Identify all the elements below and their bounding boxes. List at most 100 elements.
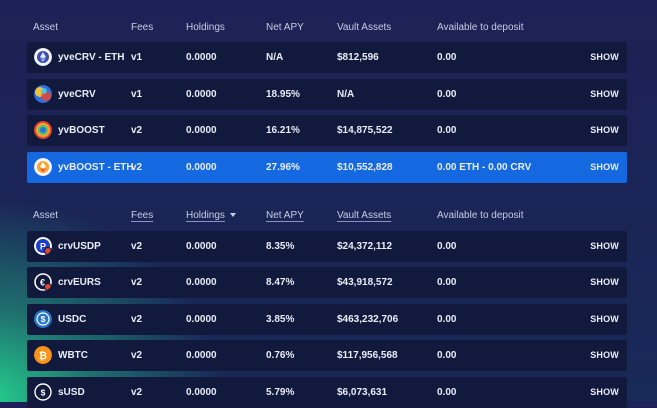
vault-row[interactable]: yveCRV v1 0.0000 18.95% N/A 0.00 SHOW <box>27 79 627 110</box>
svg-text:€: € <box>40 277 45 287</box>
vault-row[interactable]: ₿ WBTC v2 0.0000 0.76% $117,956,568 0.00… <box>27 340 627 371</box>
net-apy-value: 18.95% <box>266 89 300 100</box>
susd-icon: $ <box>34 383 52 401</box>
holdings-value: 0.0000 <box>186 314 217 325</box>
crvusdp-icon: P <box>34 237 52 255</box>
holdings-value: 0.0000 <box>186 125 217 136</box>
available-value: 0.00 <box>437 125 457 136</box>
asset-name: WBTC <box>58 350 88 361</box>
yvecrv-icon <box>34 85 52 103</box>
eth-crv-lp-icon <box>34 48 52 66</box>
yvboost-eth-lp-icon <box>34 158 52 176</box>
show-button[interactable]: SHOW <box>590 52 619 62</box>
header-asset: Asset <box>33 22 59 33</box>
header-vault-assets: Vault Assets <box>337 22 392 33</box>
asset-name: yveCRV <box>58 89 96 100</box>
vault-row[interactable]: $ sUSD v2 0.0000 5.79% $6,073,631 0.00 S… <box>27 377 627 408</box>
available-value: 0.00 <box>437 241 457 252</box>
vault-assets-value: $812,596 <box>337 52 379 63</box>
holdings-value: 0.0000 <box>186 387 217 398</box>
table-header-2: Asset Fees Holdings Net APY Vault Assets… <box>0 206 657 226</box>
holdings-value: 0.0000 <box>186 162 217 173</box>
fees-value: v1 <box>131 52 143 63</box>
asset-name: sUSD <box>58 387 85 398</box>
fees-value: v2 <box>131 162 143 173</box>
available-value: 0.00 <box>437 52 457 63</box>
available-value: 0.00 <box>437 350 457 361</box>
fees-value: v2 <box>131 125 143 136</box>
fees-value: v2 <box>131 314 143 325</box>
available-value: 0.00 <box>437 89 457 100</box>
holdings-value: 0.0000 <box>186 89 217 100</box>
holdings-value: 0.0000 <box>186 350 217 361</box>
show-button[interactable]: SHOW <box>590 277 619 287</box>
usdc-icon: $ <box>34 310 52 328</box>
show-button[interactable]: SHOW <box>590 89 619 99</box>
vault-assets-value: $14,875,522 <box>337 125 393 136</box>
show-button[interactable]: SHOW <box>590 162 619 172</box>
header-net-apy-sort[interactable]: Net APY <box>266 210 304 221</box>
yvboost-icon <box>34 121 52 139</box>
vault-assets-value: $43,918,572 <box>337 277 393 288</box>
net-apy-value: N/A <box>266 52 284 63</box>
holdings-value: 0.0000 <box>186 241 217 252</box>
fees-value: v2 <box>131 241 143 252</box>
vault-assets-value: $463,232,706 <box>337 314 399 325</box>
available-value: 0.00 <box>437 314 457 325</box>
show-button[interactable]: SHOW <box>590 125 619 135</box>
svg-text:$: $ <box>41 387 46 397</box>
header-available: Available to deposit <box>437 22 524 33</box>
vault-row[interactable]: P crvUSDP v2 0.0000 8.35% $24,372,112 0.… <box>27 231 627 262</box>
crveurs-icon: € <box>34 273 52 291</box>
svg-text:P: P <box>40 242 46 252</box>
vault-assets-value: $10,552,828 <box>337 162 393 173</box>
wbtc-icon: ₿ <box>34 346 52 364</box>
fees-value: v2 <box>131 387 143 398</box>
net-apy-value: 8.35% <box>266 241 295 252</box>
net-apy-value: 16.21% <box>266 125 300 136</box>
header-net-apy: Net APY <box>266 22 304 33</box>
table-header-1: Asset Fees Holdings Net APY Vault Assets… <box>0 18 657 38</box>
header-fees-sort[interactable]: Fees <box>131 210 154 221</box>
fees-value: v1 <box>131 89 143 100</box>
header-holdings-label: Holdings <box>186 210 225 221</box>
available-value: 0.00 <box>437 387 457 398</box>
vault-row[interactable]: € crvEURS v2 0.0000 8.47% $43,918,572 0.… <box>27 267 627 298</box>
header-asset: Asset <box>33 210 59 221</box>
asset-name: yvBOOST - ETH <box>58 162 134 173</box>
sort-caret-down-icon <box>229 213 236 217</box>
net-apy-value: 0.76% <box>266 350 295 361</box>
asset-name: yveCRV - ETH <box>58 52 125 63</box>
show-button[interactable]: SHOW <box>590 387 619 397</box>
asset-name: crvEURS <box>58 277 101 288</box>
net-apy-value: 3.85% <box>266 314 295 325</box>
net-apy-value: 5.79% <box>266 387 295 398</box>
header-holdings-sort[interactable]: Holdings <box>186 210 236 221</box>
available-value: 0.00 ETH - 0.00 CRV <box>437 162 532 173</box>
asset-name: yvBOOST <box>58 125 105 136</box>
vault-row[interactable]: $ USDC v2 0.0000 3.85% $463,232,706 0.00… <box>27 304 627 335</box>
vault-row[interactable]: yvBOOST v2 0.0000 16.21% $14,875,522 0.0… <box>27 115 627 146</box>
vault-assets-value: N/A <box>337 89 355 100</box>
show-button[interactable]: SHOW <box>590 350 619 360</box>
asset-name: USDC <box>58 314 87 325</box>
header-vault-assets-sort[interactable]: Vault Assets <box>337 210 392 221</box>
svg-text:$: $ <box>41 314 46 324</box>
svg-text:₿: ₿ <box>39 350 47 362</box>
vault-assets-value: $6,073,631 <box>337 387 388 398</box>
header-available: Available to deposit <box>437 210 524 221</box>
show-button[interactable]: SHOW <box>590 241 619 251</box>
header-holdings: Holdings <box>186 22 225 33</box>
show-button[interactable]: SHOW <box>590 314 619 324</box>
vault-assets-value: $117,956,568 <box>337 350 398 361</box>
vault-assets-value: $24,372,112 <box>337 241 393 252</box>
fees-value: v2 <box>131 277 143 288</box>
holdings-value: 0.0000 <box>186 52 217 63</box>
vault-row[interactable]: yveCRV - ETH v1 0.0000 N/A $812,596 0.00… <box>27 42 627 73</box>
net-apy-value: 27.96% <box>266 162 300 173</box>
asset-name: crvUSDP <box>58 241 101 252</box>
holdings-value: 0.0000 <box>186 277 217 288</box>
vault-row-selected[interactable]: yvBOOST - ETH v2 0.0000 27.96% $10,552,8… <box>27 152 627 183</box>
header-fees: Fees <box>131 22 154 33</box>
fees-value: v2 <box>131 350 143 361</box>
